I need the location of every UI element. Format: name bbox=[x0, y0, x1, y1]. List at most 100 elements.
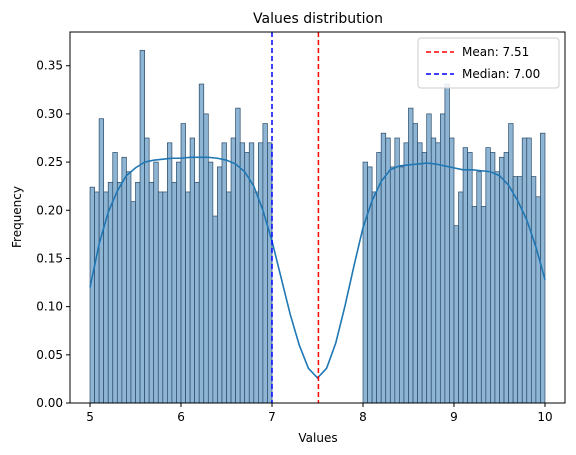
histogram-bar bbox=[508, 123, 514, 404]
histogram-bar bbox=[167, 142, 173, 404]
histogram-bar bbox=[394, 137, 400, 404]
histogram-bar bbox=[207, 161, 214, 404]
y-tick-label: 0.00 bbox=[36, 396, 63, 410]
histogram-bar bbox=[89, 186, 95, 404]
histogram-bar bbox=[385, 137, 391, 404]
x-tick-label: 6 bbox=[177, 410, 185, 424]
histogram-bar bbox=[467, 152, 473, 404]
chart-title: Values distribution bbox=[253, 11, 383, 27]
histogram-bar bbox=[180, 123, 186, 404]
histogram-bar bbox=[417, 142, 423, 404]
y-tick-label: 0.20 bbox=[36, 203, 63, 217]
histogram-bar bbox=[389, 166, 396, 404]
histogram-bar bbox=[239, 142, 246, 404]
histogram-bar bbox=[435, 142, 441, 404]
histogram-bar bbox=[135, 181, 141, 404]
histogram-bar bbox=[235, 107, 241, 404]
histogram-bar bbox=[112, 152, 118, 404]
histogram-bar bbox=[526, 137, 532, 404]
histogram-bar bbox=[458, 191, 464, 404]
histogram-bar bbox=[412, 123, 418, 404]
histogram-bar bbox=[462, 147, 468, 404]
histogram-bar bbox=[185, 191, 191, 404]
x-tick-label: 10 bbox=[537, 410, 552, 424]
y-ticks-layer: 0.00 0.05 0.10 0.15 0.20 0.25 0.30 0.35 bbox=[36, 59, 70, 410]
histogram-bar bbox=[512, 176, 519, 404]
histogram-bar bbox=[171, 181, 177, 404]
histogram-bar bbox=[121, 156, 127, 404]
histogram-bar bbox=[116, 181, 123, 404]
kde-curve bbox=[89, 156, 546, 380]
histogram-bar bbox=[162, 191, 168, 404]
histogram-bar bbox=[230, 137, 236, 404]
legend: Mean: 7.51 Median: 7.00 bbox=[417, 37, 560, 89]
histogram-bar bbox=[148, 181, 155, 404]
y-tick-label: 0.15 bbox=[36, 251, 63, 265]
histogram-bar bbox=[471, 206, 478, 404]
reference-lines-layer bbox=[271, 32, 320, 403]
histogram-bar bbox=[503, 152, 509, 404]
histogram-bar bbox=[421, 152, 428, 404]
x-axis-label: Values bbox=[298, 431, 337, 445]
histogram-bar bbox=[139, 49, 145, 404]
histogram-bar bbox=[176, 161, 182, 404]
y-axis-label: Frequency bbox=[10, 186, 24, 248]
histogram-bar bbox=[535, 196, 541, 404]
histogram-bar bbox=[449, 137, 455, 404]
histogram-bar bbox=[226, 191, 232, 404]
histogram-bar bbox=[198, 83, 205, 404]
histogram-bar bbox=[430, 137, 437, 404]
histogram-bar bbox=[98, 118, 105, 404]
histogram-bar bbox=[194, 181, 200, 404]
x-tick-label: 5 bbox=[86, 410, 94, 424]
histogram-bar bbox=[408, 107, 414, 404]
histogram-bar bbox=[244, 152, 250, 404]
histogram-bar bbox=[485, 147, 491, 404]
histogram-bar bbox=[153, 161, 159, 404]
histogram-bar bbox=[399, 166, 405, 404]
histogram-bar bbox=[221, 142, 227, 404]
y-tick-label: 0.35 bbox=[36, 59, 63, 73]
histogram-bar bbox=[94, 191, 100, 404]
histogram-bar bbox=[476, 171, 482, 404]
histogram-bar bbox=[262, 123, 268, 404]
histogram-bar bbox=[490, 152, 496, 404]
histogram-bar bbox=[480, 206, 487, 404]
histogram-bar bbox=[521, 137, 528, 404]
histogram-bar bbox=[403, 142, 409, 404]
histogram-bar bbox=[130, 201, 136, 404]
plot-area-frame bbox=[69, 31, 566, 404]
histogram-bar bbox=[258, 142, 264, 404]
histogram-bar bbox=[530, 176, 537, 404]
kde-layer bbox=[89, 156, 546, 380]
x-tick-label: 9 bbox=[450, 410, 458, 424]
histogram-bar bbox=[212, 215, 218, 404]
histogram-bar bbox=[253, 191, 259, 404]
histogram-bar bbox=[426, 113, 432, 404]
x-tick-label: 8 bbox=[359, 410, 367, 424]
histogram-bar bbox=[444, 83, 450, 404]
histogram-bar bbox=[439, 113, 446, 404]
legend-median-label: Median: 7.00 bbox=[462, 67, 540, 81]
x-ticks-layer: 5 6 7 8 9 10 bbox=[86, 403, 553, 424]
legend-box bbox=[417, 37, 560, 89]
x-tick-label: 7 bbox=[268, 410, 276, 424]
y-tick-label: 0.10 bbox=[36, 300, 63, 314]
histogram-bar bbox=[144, 137, 150, 404]
histogram-bar bbox=[189, 137, 196, 404]
histogram-bar bbox=[453, 225, 459, 404]
y-tick-label: 0.30 bbox=[36, 107, 63, 121]
y-tick-label: 0.25 bbox=[36, 155, 63, 169]
histogram-bar bbox=[107, 181, 114, 404]
histogram-bar bbox=[217, 166, 223, 404]
histogram-bar bbox=[499, 156, 505, 404]
y-tick-label: 0.05 bbox=[36, 348, 63, 362]
histogram-bar bbox=[494, 171, 500, 404]
histogram-bar bbox=[380, 132, 387, 404]
histogram-bar bbox=[157, 191, 164, 404]
histogram-bar bbox=[126, 171, 132, 404]
histogram-bar bbox=[362, 161, 368, 404]
legend-mean-label: Mean: 7.51 bbox=[462, 45, 529, 59]
histogram-bar bbox=[371, 191, 378, 404]
